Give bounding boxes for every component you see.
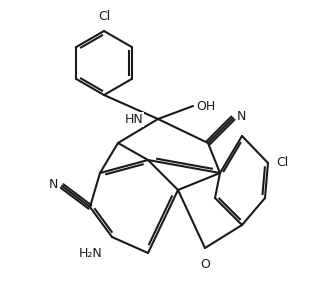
Text: N: N (49, 178, 58, 191)
Text: O: O (200, 258, 210, 271)
Text: Cl: Cl (276, 157, 288, 169)
Text: OH: OH (196, 99, 215, 112)
Text: Cl: Cl (98, 10, 110, 23)
Text: N: N (237, 110, 247, 123)
Text: H₂N: H₂N (78, 247, 102, 260)
Text: HN: HN (125, 113, 143, 126)
